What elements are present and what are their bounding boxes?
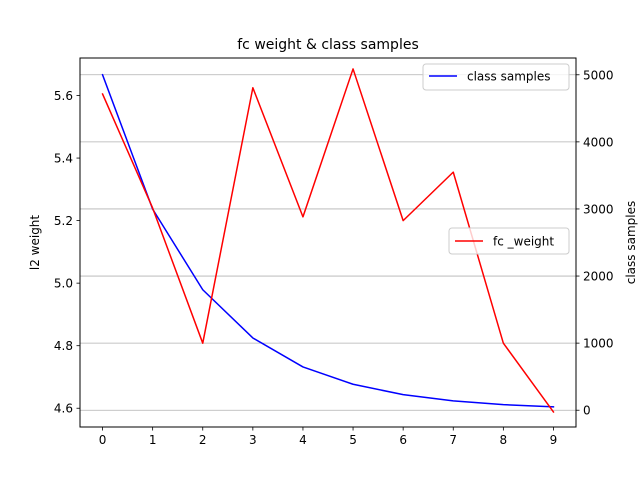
y-left-tick-label-3: 5.2 (54, 214, 73, 228)
x-tick-label-7: 7 (449, 433, 457, 447)
y-left-tick-label-2: 5.0 (54, 277, 73, 291)
y-left-tick-label-0: 4.6 (54, 402, 73, 416)
legend-class-samples-label: class samples (467, 70, 550, 84)
y-left-tick-label-4: 5.4 (54, 152, 73, 166)
chart-title: fc weight & class samples (237, 37, 419, 53)
x-tick-label-3: 3 (249, 433, 257, 447)
x-tick-label-8: 8 (500, 433, 508, 447)
x-tick-label-4: 4 (299, 433, 307, 447)
series-layer (101, 68, 555, 414)
y-right-tick-label-2: 2000 (583, 270, 614, 284)
x-tick-label-2: 2 (199, 433, 207, 447)
x-tick-label-5: 5 (349, 433, 357, 447)
y-right-axis-label: class samples (624, 201, 638, 284)
plot-frame (79, 57, 577, 428)
y-right-tick-label-3: 3000 (583, 202, 614, 216)
y-left-axis: 4.6 4.8 5.0 5.2 5.4 5.6 (54, 89, 80, 416)
y-left-tick-label-1: 4.8 (54, 339, 73, 353)
y-right-axis: 0 1000 2000 3000 4000 5000 (576, 68, 614, 418)
series-line-class-samples (101, 73, 555, 408)
x-tick-label-9: 9 (550, 433, 558, 447)
y-right-tick-label-5: 5000 (583, 68, 614, 82)
x-tick-label-0: 0 (99, 433, 107, 447)
x-axis: 0 1 2 3 4 5 6 7 8 9 (99, 427, 558, 447)
y-right-tick-label-1: 1000 (583, 337, 614, 351)
legend-fc-weight-frame (448, 227, 570, 255)
y-right-tick-label-4: 4000 (583, 135, 614, 149)
y-left-axis-label: l2 weight (28, 215, 42, 271)
legend-fc-weight: fc _weight (448, 227, 570, 255)
y-right-tick-label-0: 0 (583, 404, 591, 418)
legend-class-samples-frame (422, 63, 570, 91)
y-left-tick-label-5: 5.6 (54, 89, 73, 103)
x-tick-label-6: 6 (399, 433, 407, 447)
series-line-fc-weight (101, 68, 555, 414)
legend-class-samples: class samples (422, 63, 570, 91)
legend-fc-weight-label: fc _weight (493, 235, 554, 249)
x-tick-label-1: 1 (149, 433, 157, 447)
